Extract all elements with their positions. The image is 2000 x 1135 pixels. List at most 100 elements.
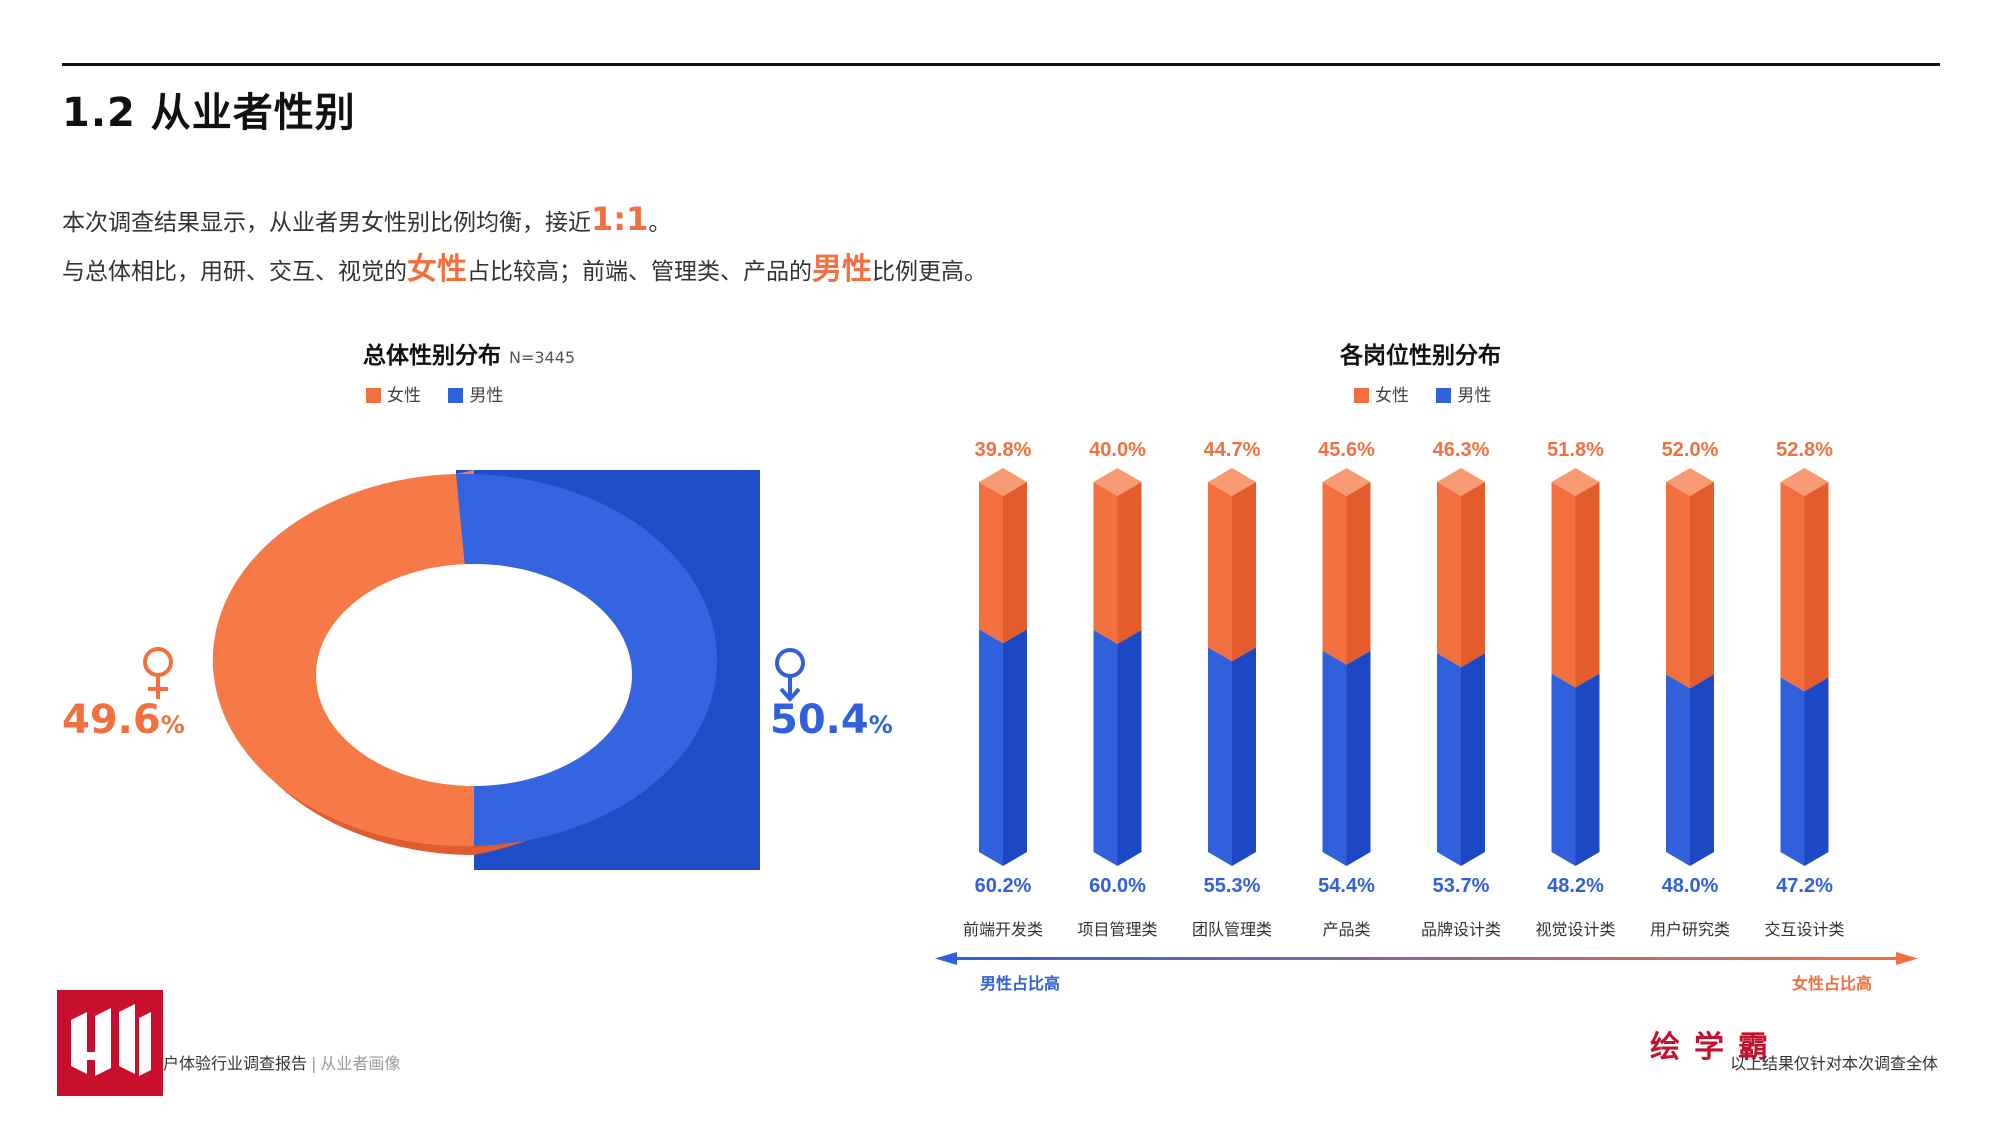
bar-chart: 39.8% 60.2% 前端开发类 40.0% 60.0% 项目管理类 44.7% 55.3%…: [963, 439, 1845, 939]
arrow-shaft: [953, 957, 1898, 960]
bar-male-right: [1804, 677, 1829, 866]
legend-male-swatch: [448, 388, 464, 403]
bar-male-right: [1346, 650, 1371, 866]
legend-female-label: 女性: [387, 386, 421, 406]
bar-label-female: 44.7%: [1204, 439, 1261, 461]
bar-female-right: [1346, 482, 1371, 665]
intro-line-2-part1: 与总体相比，用研、交互、视觉的: [62, 259, 407, 285]
intro-female-highlight: 女性: [407, 252, 467, 287]
legend-male-label: 男性: [469, 386, 504, 406]
bar-category-label: 项目管理类: [1077, 921, 1157, 939]
footer-report-title: 户体验行业调查报告 | 从业者画像: [163, 1050, 400, 1074]
bar-category-label: 用户研究类: [1650, 921, 1730, 939]
bar-male-left: [1780, 677, 1805, 866]
intro-line-2-part2: 占比较高；前端、管理类、产品的: [467, 259, 812, 285]
bar-female-right: [1117, 482, 1142, 644]
legend-female-swatch: [366, 388, 381, 403]
bar-label-female: 51.8%: [1547, 439, 1604, 461]
bar-female-left: [1437, 482, 1461, 668]
bar-female-right: [1690, 482, 1714, 689]
bar-label-male: 47.2%: [1776, 875, 1833, 897]
bar-female-left: [1551, 482, 1576, 688]
bar-male-right: [1690, 674, 1714, 866]
bar-category-label: 交互设计类: [1764, 921, 1844, 939]
bar-category-label: 品牌设计类: [1421, 921, 1501, 939]
female-symbol-icon: [138, 645, 178, 705]
bar-label-male: 53.7%: [1433, 875, 1490, 897]
donut-female-unit: %: [160, 711, 185, 739]
bar-legend-male: 男性: [1436, 381, 1491, 406]
footer-section-name: 从业者画像: [320, 1054, 401, 1073]
bar-male-right: [1461, 653, 1485, 866]
bar-male-right: [1232, 647, 1256, 866]
donut-top-female: [212, 470, 474, 847]
arrow-head-right: [1896, 952, 1918, 965]
bar-category-label: 团队管理类: [1192, 921, 1272, 939]
footer-report-name: 户体验行业调查报告: [163, 1054, 308, 1073]
bar-female-right: [1003, 482, 1027, 644]
bar-legend-male-swatch: [1436, 388, 1452, 403]
brand-wordmark: 绘学霸: [1650, 1030, 1782, 1065]
bar-category-label: 前端开发类: [963, 921, 1043, 939]
bar-category-label: 视觉设计类: [1535, 921, 1615, 939]
arrow-label-male: 男性占比高: [980, 974, 1060, 993]
intro-line-2: 与总体相比，用研、交互、视觉的女性占比较高；前端、管理类、产品的男性比例更高。: [62, 244, 987, 288]
footer-disclaimer: 以上结果仅针对本次调查全体: [1729, 1054, 1938, 1073]
male-symbol-icon: [770, 645, 810, 705]
bar-male-right: [1575, 673, 1600, 866]
intro-line-1-text: 本次调查结果显示，从业者男女性别比例均衡，接近: [62, 210, 591, 236]
bar-legend-female-label: 女性: [1375, 386, 1409, 406]
bar-label-female: 45.6%: [1318, 439, 1375, 461]
bar-male-left: [1437, 653, 1461, 866]
donut-chart: [212, 470, 760, 870]
intro-line-1-tail: 。: [648, 210, 672, 236]
bar-legend-female-swatch: [1354, 388, 1369, 403]
top-rule: [62, 63, 1940, 66]
bar-female-left: [979, 482, 1003, 644]
bar-female-left: [1666, 482, 1690, 689]
donut-top-male: [456, 473, 718, 846]
bar-label-male: 48.2%: [1547, 875, 1604, 897]
bar-legend-female: 女性: [1354, 381, 1409, 406]
bar-male-left: [1666, 674, 1690, 866]
bar-male-left: [1093, 630, 1118, 866]
bar-female-right: [1804, 482, 1829, 692]
bar-label-female: 52.8%: [1776, 439, 1833, 461]
bar-male-right: [1117, 630, 1142, 866]
donut-female-pct: 49.6%: [62, 697, 185, 743]
donut-legend: 女性 男性: [366, 381, 525, 406]
bar-label-female: 46.3%: [1433, 439, 1490, 461]
bar-label-male: 48.0%: [1662, 875, 1719, 897]
arrow-label-female: 女性占比高: [1792, 974, 1872, 993]
donut-female-value: 49.6: [62, 697, 161, 743]
donut-sample-size: N=3445: [509, 348, 576, 367]
bar-label-male: 60.2%: [975, 875, 1032, 897]
arrow-head-left: [935, 952, 957, 965]
bar-female-left: [1093, 482, 1118, 644]
bar-female-right: [1232, 482, 1256, 662]
footer-separator: |: [311, 1054, 317, 1073]
bar-chart-title: 各岗位性别分布: [1340, 343, 1501, 369]
gender-trend-arrow: 男性占比高 女性占比高: [935, 952, 1918, 993]
brand-logo: [57, 990, 163, 1096]
intro-line-2-part3: 比例更高。: [872, 259, 987, 285]
bar-male-left: [979, 629, 1003, 866]
page-title: 1.2 从业者性别: [62, 90, 356, 136]
legend-female: 女性: [366, 381, 421, 406]
bar-female-right: [1461, 482, 1485, 668]
bar-label-female: 40.0%: [1089, 439, 1146, 461]
bar-male-right: [1003, 629, 1027, 866]
legend-male: 男性: [448, 381, 503, 406]
bar-legend-male-label: 男性: [1457, 386, 1492, 406]
intro-male-highlight: 男性: [812, 252, 872, 287]
donut-chart-title: 总体性别分布 N=3445: [363, 336, 575, 370]
bar-label-male: 55.3%: [1204, 875, 1261, 897]
bar-female-left: [1322, 482, 1347, 665]
bar-label-female: 39.8%: [975, 439, 1032, 461]
donut-male-pct: 50.4%: [770, 697, 893, 743]
donut-male-value: 50.4: [770, 697, 869, 743]
intro-ratio: 1:1: [591, 200, 649, 238]
bar-label-female: 52.0%: [1662, 439, 1719, 461]
bar-male-left: [1322, 650, 1347, 866]
bar-legend: 女性 男性: [1354, 381, 1513, 406]
